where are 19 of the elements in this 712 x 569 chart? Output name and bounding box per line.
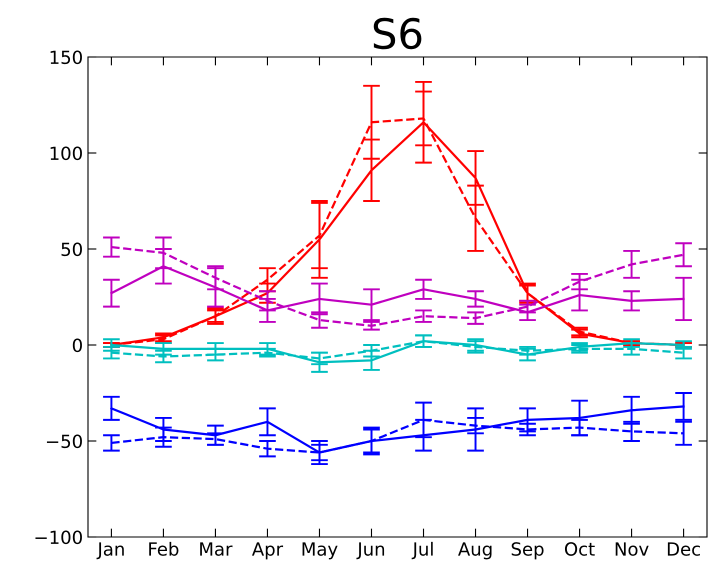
y-tick-label: 100 <box>50 146 82 160</box>
x-tick-label: Dec <box>668 542 700 556</box>
y-tick-label: 0 <box>72 338 82 352</box>
x-tick-label: May <box>302 542 338 560</box>
x-tick-label: Apr <box>252 542 284 560</box>
y-tick-label: 50 <box>62 242 82 256</box>
x-tick-label: Oct <box>564 542 595 556</box>
x-tick-label: Jan <box>96 542 124 560</box>
x-tick-label: Nov <box>616 542 649 556</box>
y-tick-label: −50 <box>46 434 82 448</box>
chart-title: S6 <box>374 18 422 50</box>
x-tick-label: Feb <box>149 542 178 556</box>
x-tick-label: Jul <box>412 542 433 560</box>
y-tick-label: 150 <box>50 50 82 64</box>
x-tick-label: Sep <box>512 542 544 560</box>
x-tick-label: Aug <box>458 542 492 560</box>
y-tick-label: −100 <box>35 530 82 544</box>
x-tick-label: Mar <box>200 542 232 556</box>
x-tick-label: Jun <box>356 542 384 560</box>
